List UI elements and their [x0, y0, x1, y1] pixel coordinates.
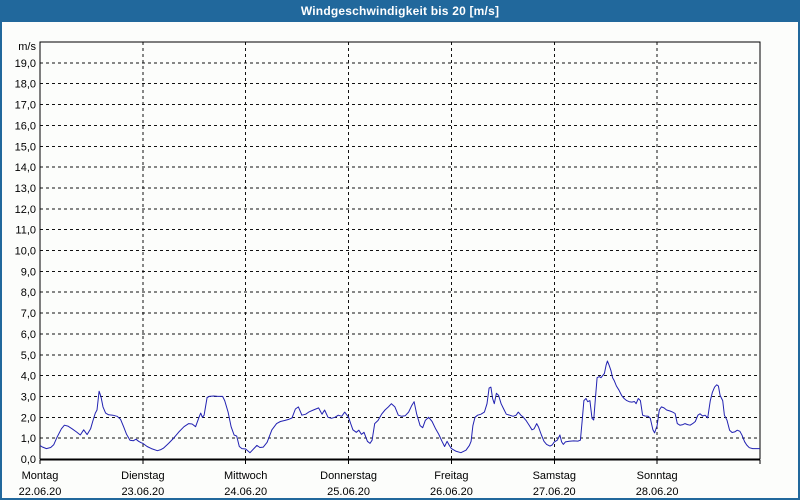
y-tick-label: 10,0: [15, 246, 36, 258]
plot-border: [39, 41, 761, 461]
day-name-label: Mittwoch: [224, 470, 267, 482]
y-tick-label: 4,0: [21, 371, 36, 383]
y-tick-label: 16,0: [15, 120, 36, 132]
y-tick-label: 2,0: [21, 412, 36, 424]
y-tick-label: 11,0: [15, 225, 36, 237]
day-name-label: Samstag: [533, 470, 576, 482]
x-day-labels: Montag 22.06.20 Dienstag 23.06.20 Mittwoch 24…: [19, 470, 679, 498]
y-tick-labels: 0,0 1,0 2,0 3,0 4,0 5,0 6,0 7,0 8,0 9,0 10,0 11,0 12…: [15, 58, 36, 466]
y-tick-label: 3,0: [21, 391, 36, 403]
y-tick-label: 9,0: [21, 266, 36, 278]
y-tick-label: 1,0: [21, 433, 36, 445]
day-date-label: 27.06.20: [533, 486, 576, 498]
y-axis-unit-label: m/s: [18, 41, 36, 53]
day-name-label: Dienstag: [121, 470, 164, 482]
day-date-label: 26.06.20: [430, 486, 473, 498]
wind-speed-line: [39, 360, 760, 454]
y-tick-label: 17,0: [15, 100, 36, 112]
day-name-label: Montag: [22, 470, 59, 482]
x-axis-ticks: [39, 460, 761, 464]
day-date-label: 23.06.20: [121, 486, 164, 498]
y-tick-label: 5,0: [21, 350, 36, 362]
day-name-label: Freitag: [434, 470, 468, 482]
y-tick-label: 15,0: [15, 141, 36, 153]
y-tick-label: 14,0: [15, 162, 36, 174]
title-bar: Windgeschwindigkeit bis 20 [m/s]: [0, 0, 800, 22]
page-title: Windgeschwindigkeit bis 20 [m/s]: [300, 4, 500, 18]
y-tick-label: 6,0: [21, 329, 36, 341]
y-gridlines: [40, 62, 760, 439]
y-tick-label: 12,0: [15, 204, 36, 216]
y-tick-label: 18,0: [15, 79, 36, 91]
day-date-label: 25.06.20: [327, 486, 370, 498]
day-name-label: Donnerstag: [320, 470, 377, 482]
y-tick-label: 8,0: [21, 287, 36, 299]
day-name-label: Sonntag: [637, 470, 678, 482]
y-tick-label: 7,0: [21, 308, 36, 320]
series-wind-speed: [39, 360, 760, 454]
day-date-label: 24.06.20: [224, 486, 267, 498]
day-date-label: 22.06.20: [19, 486, 62, 498]
day-date-label: 28.06.20: [636, 486, 679, 498]
y-tick-label: 0,0: [21, 454, 36, 466]
y-tick-label: 19,0: [15, 58, 36, 70]
y-tick-label: 13,0: [15, 183, 36, 195]
